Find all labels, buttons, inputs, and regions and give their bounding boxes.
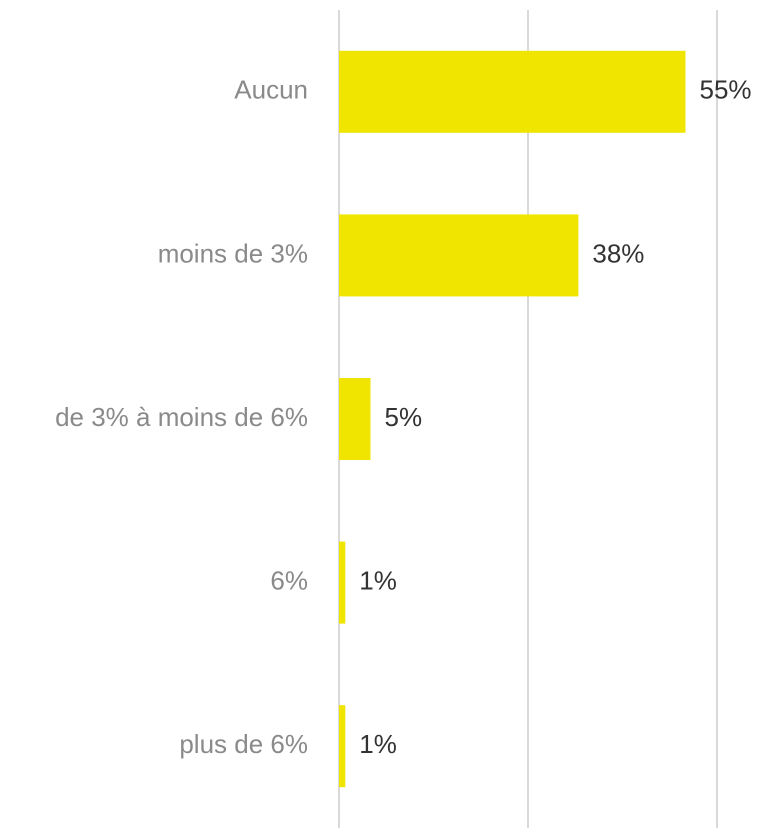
value-label: 5%: [385, 402, 423, 432]
value-label: 1%: [359, 565, 397, 595]
value-label: 1%: [359, 729, 397, 759]
bar: [339, 50, 686, 133]
category-label: moins de 3%: [158, 238, 308, 268]
category-label: 6%: [270, 565, 308, 595]
bar: [339, 214, 579, 297]
bar: [339, 705, 346, 788]
value-label: 38%: [592, 238, 644, 268]
bar: [339, 378, 371, 460]
bar: [339, 541, 346, 624]
category-label: Aucun: [234, 75, 308, 105]
category-label: de 3% à moins de 6%: [55, 402, 308, 432]
category-label: plus de 6%: [179, 729, 308, 759]
value-label: 55%: [700, 75, 752, 105]
